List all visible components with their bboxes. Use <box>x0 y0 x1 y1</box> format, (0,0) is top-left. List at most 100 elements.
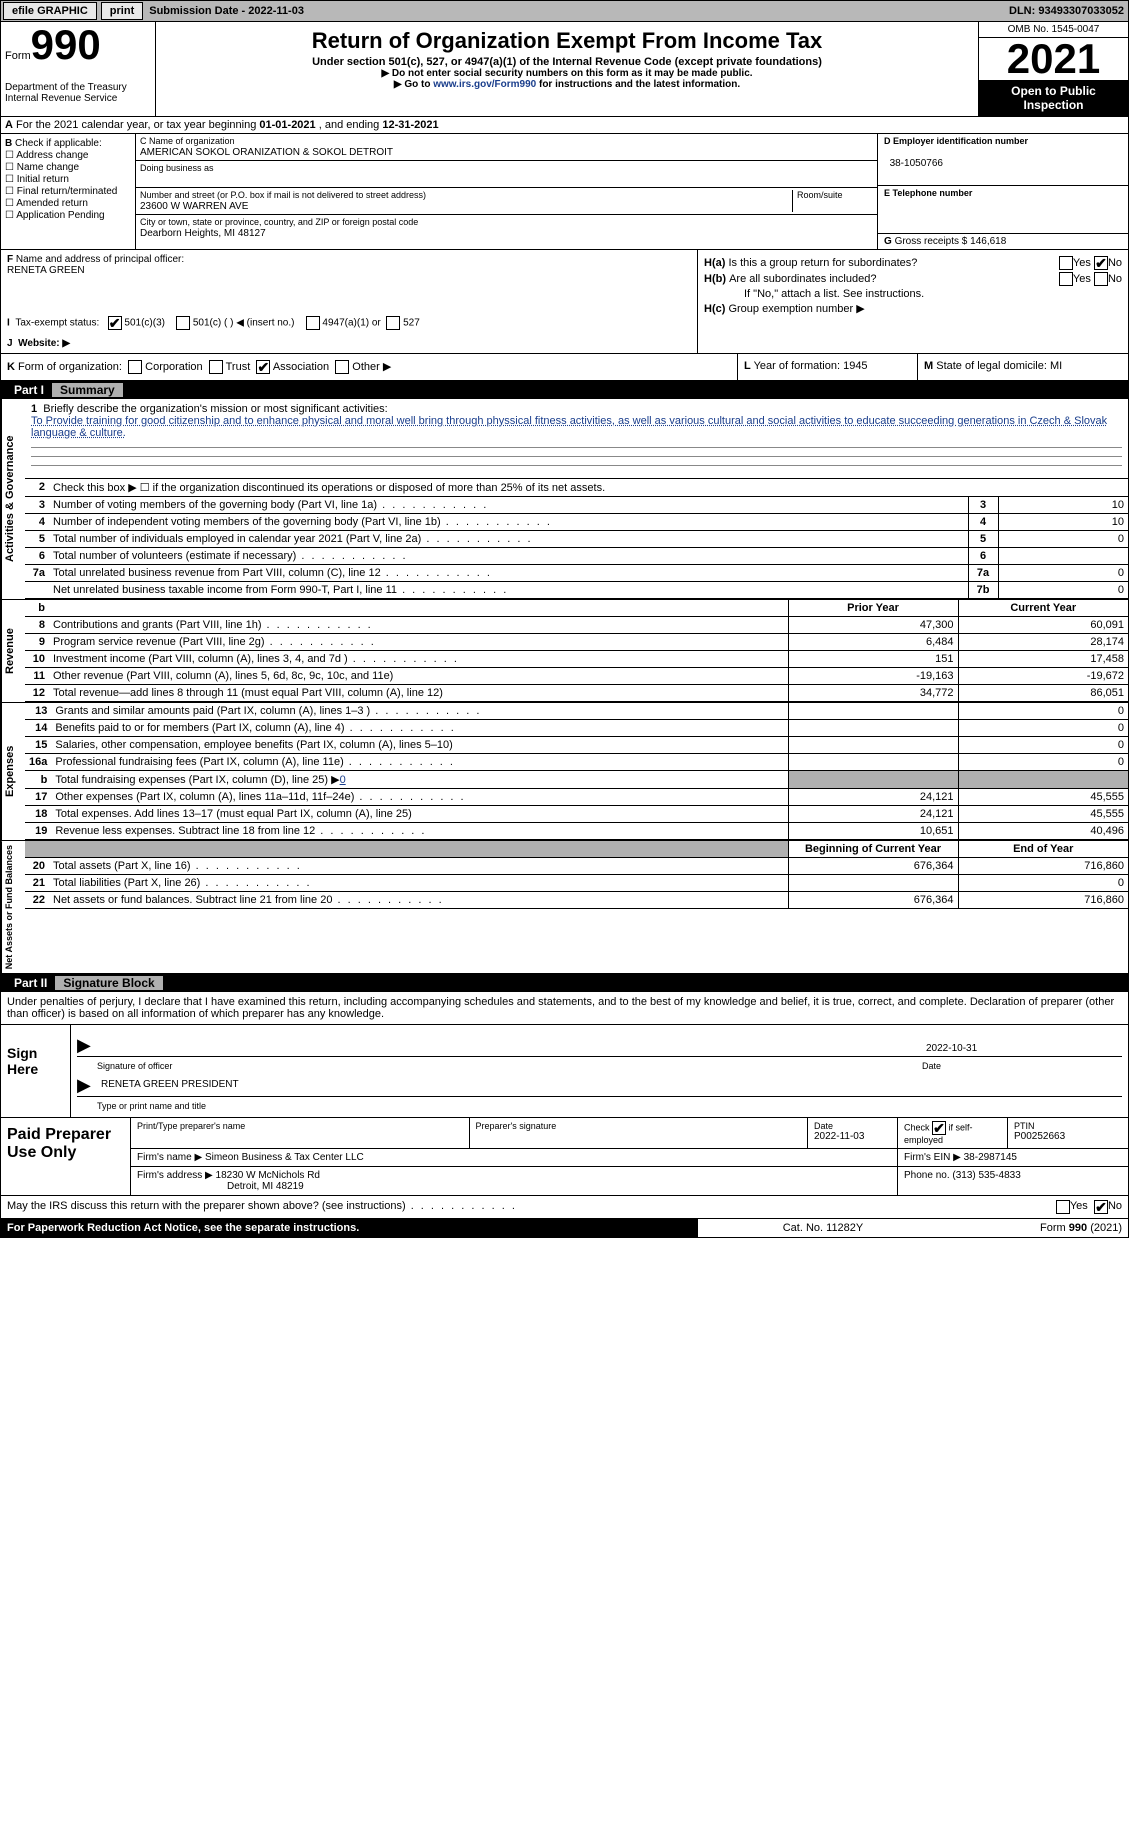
city-cell: City or town, state or province, country… <box>136 215 877 241</box>
chk-final-return[interactable]: ☐ Final return/terminated <box>5 186 131 197</box>
chk-corp[interactable] <box>128 360 142 374</box>
row-i: I Tax-exempt status: 501(c)(3) 501(c) ( … <box>7 316 691 330</box>
ha-yes[interactable] <box>1059 256 1073 270</box>
irs-label: Internal Revenue Service <box>5 93 151 104</box>
form-title: Return of Organization Exempt From Incom… <box>160 28 974 54</box>
street-address: 23600 W WARREN AVE <box>140 201 248 212</box>
discuss-no[interactable] <box>1094 1200 1108 1214</box>
org-name-cell: C Name of organization AMERICAN SOKOL OR… <box>136 134 877 161</box>
ha-no[interactable] <box>1094 256 1108 270</box>
chk-pending[interactable]: ☐ Application Pending <box>5 210 131 221</box>
officer-name: RENETA GREEN <box>7 265 85 276</box>
line4-val: 10 <box>998 514 1128 531</box>
form-ref: Form 990 (2021) <box>948 1219 1128 1237</box>
hb-yes[interactable] <box>1059 272 1073 286</box>
subtitle-3: ▶ Go to www.irs.gov/Form990 for instruct… <box>160 79 974 90</box>
line7a-val: 0 <box>998 565 1128 582</box>
col-f-officer: F Name and address of principal officer:… <box>1 250 698 353</box>
section-bcd: B Check if applicable: ☐ Address change … <box>0 134 1129 250</box>
irs-link[interactable]: www.irs.gov/Form990 <box>433 79 536 90</box>
discuss-row: May the IRS discuss this return with the… <box>0 1196 1129 1219</box>
submission-date-label: Submission Date - 2022-11-03 <box>145 5 308 17</box>
chk-4947[interactable] <box>306 316 320 330</box>
title-box: Return of Organization Exempt From Incom… <box>156 22 978 116</box>
side-governance: Activities & Governance <box>1 399 25 599</box>
revenue-table: bPrior YearCurrent Year 8Contributions a… <box>25 600 1128 702</box>
pra-notice: For Paperwork Reduction Act Notice, see … <box>1 1219 698 1237</box>
chk-501c3[interactable] <box>108 316 122 330</box>
chk-address-change[interactable]: ☐ Address change <box>5 150 131 161</box>
firm-address: 18230 W McNichols Rd <box>216 1170 320 1181</box>
chk-self-employed[interactable] <box>932 1121 946 1135</box>
open-inspection: Open to PublicInspection <box>979 80 1128 116</box>
expenses-table: 13Grants and similar amounts paid (Part … <box>25 703 1128 840</box>
sign-date: 2022-10-31 <box>922 1041 1122 1057</box>
part2-header: Part II Signature Block <box>0 974 1129 992</box>
chk-other[interactable] <box>335 360 349 374</box>
form-header: Form990 Department of the Treasury Inter… <box>0 22 1129 117</box>
arrow-icon: ▶ <box>77 1075 97 1097</box>
chk-assoc[interactable] <box>256 360 270 374</box>
row-klm: K Form of organization: Corporation Trus… <box>0 354 1129 381</box>
netassets-table: Beginning of Current YearEnd of Year 20T… <box>25 841 1128 909</box>
org-name: AMERICAN SOKOL ORANIZATION & SOKOL DETRO… <box>140 147 393 158</box>
chk-amended[interactable]: ☐ Amended return <box>5 198 131 209</box>
officer-signature-field[interactable] <box>97 1037 922 1057</box>
state-domicile: M State of legal domicile: MI <box>918 354 1128 380</box>
declaration-text: Under penalties of perjury, I declare th… <box>0 992 1129 1025</box>
dept-treasury: Department of the Treasury <box>5 82 151 93</box>
line5-val: 0 <box>998 531 1128 548</box>
tax-year: 2021 <box>979 38 1128 80</box>
cat-number: Cat. No. 11282Y <box>698 1219 948 1237</box>
ein-cell: D Employer identification number 38-1050… <box>878 134 1128 186</box>
form-of-org: K Form of organization: Corporation Trus… <box>1 354 738 380</box>
sign-here-block: Sign Here ▶ 2022-10-31 Signature of offi… <box>0 1025 1129 1118</box>
part1-header: Part I Summary <box>0 381 1129 399</box>
ptin: P00252663 <box>1014 1131 1065 1142</box>
prep-date: 2022-11-03 <box>814 1131 864 1142</box>
chk-527[interactable] <box>386 316 400 330</box>
street-cell: Number and street (or P.O. box if mail i… <box>136 188 877 215</box>
expenses-section: Expenses 13Grants and similar amounts pa… <box>0 703 1129 841</box>
officer-name-printed: RENETA GREEN PRESIDENT <box>97 1077 1122 1097</box>
line6-val <box>998 548 1128 565</box>
paid-preparer-block: Paid Preparer Use Only Print/Type prepar… <box>0 1118 1129 1196</box>
row-a-tax-year: A For the 2021 calendar year, or tax yea… <box>0 117 1129 134</box>
firm-phone: (313) 535-4833 <box>952 1170 1020 1181</box>
chk-trust[interactable] <box>209 360 223 374</box>
col-c-org-info: C Name of organization AMERICAN SOKOL OR… <box>136 134 878 249</box>
sign-here-label: Sign Here <box>1 1025 71 1117</box>
side-expenses: Expenses <box>1 703 25 840</box>
line3-val: 10 <box>998 497 1128 514</box>
top-bar: efile GRAPHIC print Submission Date - 20… <box>0 0 1129 22</box>
print-button[interactable]: print <box>101 2 143 20</box>
revenue-section: Revenue bPrior YearCurrent Year 8Contrib… <box>0 600 1129 703</box>
mission-block: 1 Briefly describe the organization's mi… <box>25 399 1128 479</box>
paid-preparer-label: Paid Preparer Use Only <box>1 1118 131 1195</box>
dba-cell: Doing business as <box>136 161 877 188</box>
hb-note: If "No," attach a list. See instructions… <box>704 288 1122 300</box>
hb-no[interactable] <box>1094 272 1108 286</box>
chk-501c[interactable] <box>176 316 190 330</box>
firm-name: Simeon Business & Tax Center LLC <box>205 1152 364 1163</box>
chk-name-change[interactable]: ☐ Name change <box>5 162 131 173</box>
line7b-val: 0 <box>998 582 1128 599</box>
chk-initial-return[interactable]: ☐ Initial return <box>5 174 131 185</box>
phone-cell: E Telephone number <box>878 186 1128 234</box>
dln: DLN: 93493307033052 <box>1005 5 1128 17</box>
arrow-icon: ▶ <box>77 1035 97 1057</box>
discuss-yes[interactable] <box>1056 1200 1070 1214</box>
city-state-zip: Dearborn Heights, MI 48127 <box>140 228 266 239</box>
subtitle-2: ▶ Do not enter social security numbers o… <box>160 68 974 79</box>
subtitle-1: Under section 501(c), 527, or 4947(a)(1)… <box>160 56 974 68</box>
governance-table: 2Check this box ▶ ☐ if the organization … <box>25 479 1128 599</box>
col-h-group: H(a) Is this a group return for subordin… <box>698 250 1128 353</box>
ein: 38-1050766 <box>890 158 943 169</box>
col-d-ein: D Employer identification number 38-1050… <box>878 134 1128 249</box>
row-j: J Website: ▶ <box>7 338 691 349</box>
year-formation: L Year of formation: 1945 <box>738 354 918 380</box>
gross-receipts-cell: G Gross receipts $ 146,618 <box>878 234 1128 249</box>
efile-button[interactable]: efile GRAPHIC <box>3 2 97 20</box>
mission-text: To Provide training for good citizenship… <box>31 415 1107 439</box>
firm-ein: 38-2987145 <box>964 1152 1017 1163</box>
